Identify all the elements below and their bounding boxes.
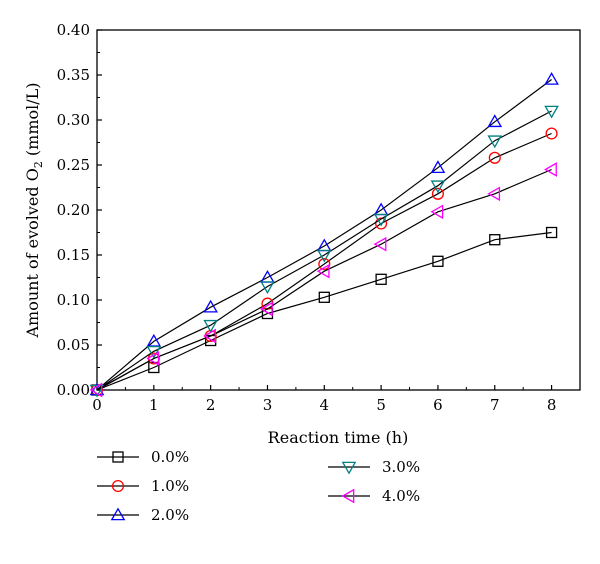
- data-point: [489, 234, 501, 246]
- series-3: [89, 105, 559, 398]
- legend-item: 3.0%: [328, 458, 420, 476]
- data-point: [487, 186, 501, 202]
- legend-label: 1.0%: [151, 477, 189, 495]
- data-point: [487, 114, 503, 128]
- x-tick-label: 0: [92, 396, 102, 414]
- legend-item: 2.0%: [97, 506, 189, 524]
- data-point: [260, 281, 275, 295]
- legend-marker: [112, 451, 124, 463]
- x-tick-label: 2: [206, 396, 216, 414]
- data-point: [89, 384, 105, 398]
- legend-marker: [111, 479, 125, 493]
- data-point: [89, 382, 103, 398]
- y-tick-label: 0.05: [57, 336, 90, 354]
- legend-marker: [341, 461, 357, 475]
- data-point: [375, 217, 388, 230]
- data-point: [203, 328, 216, 344]
- legend-marker: [341, 488, 355, 504]
- y-tick-label: 0.25: [57, 156, 90, 174]
- data-point: [430, 180, 446, 194]
- y-tick-label: 0.15: [57, 246, 90, 264]
- y-axis-title-unit: (mmol/L): [23, 82, 42, 161]
- series-line: [96, 168, 552, 391]
- data-point: [260, 269, 275, 283]
- y-tick-label: 0.30: [57, 111, 90, 129]
- legend-marker: [110, 507, 126, 521]
- data-point: [316, 263, 330, 279]
- legend-label: 2.0%: [151, 506, 189, 524]
- y-tick-label: 0.00: [57, 381, 90, 399]
- y-axis-ticks: 0.00 0.05 0.10 0.15 0.20 0.25 0.30 0.35 0.40: [57, 21, 102, 399]
- legend-item: 4.0%: [328, 487, 420, 505]
- data-point: [318, 257, 331, 271]
- y-tick-label: 0.20: [57, 201, 90, 219]
- series-2: [89, 71, 559, 396]
- legend-label: 3.0%: [382, 458, 420, 476]
- data-point: [544, 162, 557, 177]
- x-tick-label: 1: [149, 396, 159, 414]
- data-point: [318, 291, 330, 303]
- y-tick-label: 0.35: [57, 66, 90, 84]
- data-point: [375, 273, 387, 285]
- data-point: [89, 382, 105, 396]
- data-point: [146, 345, 162, 359]
- data-point: [545, 226, 558, 239]
- x-tick-label: 7: [490, 396, 500, 414]
- y-tick-label: 0.10: [57, 291, 90, 309]
- data-point: [259, 301, 273, 317]
- data-point: [488, 151, 501, 164]
- data-point: [203, 319, 218, 333]
- x-axis-ticks: 0 1 2 3 4 5 6 7 8: [92, 385, 556, 414]
- x-tick-label: 6: [433, 396, 443, 414]
- series-line: [96, 79, 552, 391]
- data-point: [430, 160, 446, 174]
- series-line: [96, 231, 552, 391]
- y-axis-title-subscript: 2: [32, 161, 45, 168]
- data-point: [146, 351, 160, 366]
- legend-item: 1.0%: [97, 477, 189, 495]
- data-point: [316, 249, 332, 263]
- plot-frame: [96, 29, 581, 391]
- data-point: [431, 187, 444, 200]
- legend-label: 4.0%: [382, 487, 420, 505]
- data-point: [373, 213, 389, 227]
- x-tick-label: 3: [263, 396, 273, 414]
- legend-label: 0.0%: [151, 448, 189, 466]
- data-point: [430, 204, 444, 220]
- series-layer: [89, 71, 559, 398]
- y-tick-label: 0.40: [57, 21, 90, 39]
- x-tick-label: 4: [320, 396, 330, 414]
- series-0: [91, 226, 558, 396]
- series-4: [89, 162, 557, 398]
- data-point: [544, 105, 559, 119]
- x-tick-label: 8: [547, 396, 557, 414]
- legend-item: 0.0%: [97, 448, 189, 466]
- series-line: [96, 110, 552, 391]
- x-tick-label: 5: [376, 396, 386, 414]
- y-axis-title: Amount of evolved O2 (mmol/L): [23, 82, 45, 338]
- y-axis-title-main: Amount of evolved O: [23, 168, 42, 338]
- data-point: [545, 127, 558, 140]
- data-point: [203, 299, 218, 313]
- x-axis-title: Reaction time (h): [268, 428, 409, 447]
- legend: 0.0% 1.0% 2.0% 3.0% 4.0%: [97, 448, 420, 524]
- data-point: [544, 71, 559, 85]
- data-point: [373, 236, 387, 252]
- data-point: [487, 135, 503, 149]
- data-point: [432, 255, 444, 267]
